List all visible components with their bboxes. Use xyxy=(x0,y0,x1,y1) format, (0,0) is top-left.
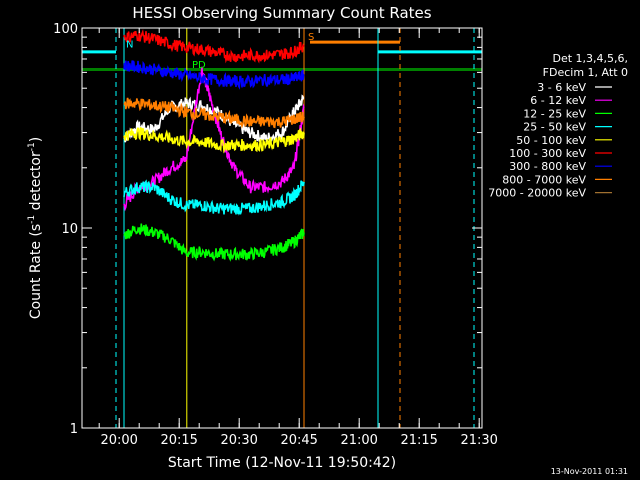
series-line-6 xyxy=(123,60,305,90)
x-tick-label-2: 20:30 xyxy=(220,433,257,448)
x-tick-label-0: 20:00 xyxy=(100,433,137,448)
legend-label-8: 7000 - 20000 keV xyxy=(488,187,586,200)
y-tick-label-1: 10 xyxy=(61,222,78,237)
y-axis-label-sup1: -1 xyxy=(27,215,37,224)
x-tick-label-5: 21:15 xyxy=(400,433,437,448)
legend-header-1: Det 1,3,4,5,6, xyxy=(552,52,628,65)
legend-label-2: 12 - 25 keV xyxy=(523,107,586,120)
y-tick-label-0: 1 xyxy=(70,422,78,437)
series-line-3 xyxy=(123,179,305,216)
y-axis-label: Count Rate (s-1 detector-1) xyxy=(27,137,44,319)
annotation-0: N xyxy=(126,39,133,50)
axes-layer: 20:00 20:15 20:30 20:45 21:00 21:15 21:30 1 10 10… xyxy=(53,22,498,448)
series-line-2 xyxy=(123,223,305,262)
legend: Det 1,3,4,5,6, FDecim 1, Att 0 3 - 6 keV… xyxy=(488,52,628,200)
series-line-4 xyxy=(123,127,305,154)
y-axis-label-part2: detector xyxy=(28,151,44,215)
y-axis-label-sup2: -1 xyxy=(27,142,37,151)
data-layer: N S PD xyxy=(82,28,482,428)
x-tick-label-3: 20:45 xyxy=(280,433,317,448)
legend-header-2: FDecim 1, Att 0 xyxy=(543,66,628,79)
legend-label-0: 3 - 6 keV xyxy=(537,81,586,94)
series-line-5 xyxy=(123,28,305,64)
legend-label-4: 50 - 100 keV xyxy=(516,134,586,147)
x-tick-label-4: 21:00 xyxy=(340,433,377,448)
legend-label-1: 6 - 12 keV xyxy=(530,94,586,107)
x-axis-label: Start Time (12-Nov-11 19:50:42) xyxy=(168,455,396,471)
legend-label-3: 25 - 50 keV xyxy=(523,121,586,134)
legend-label-5: 100 - 300 keV xyxy=(509,147,586,160)
legend-label-6: 300 - 800 keV xyxy=(509,160,586,173)
annotation-1: S xyxy=(308,32,314,43)
legend-label-7: 800 - 7000 keV xyxy=(502,173,586,186)
y-axis-label-part3: ) xyxy=(28,137,44,142)
y-tick-label-2: 100 xyxy=(53,22,78,37)
annotation-2: PD xyxy=(192,60,206,71)
series-line-7 xyxy=(123,97,305,129)
x-tick-label-1: 20:15 xyxy=(160,433,197,448)
chart-title: HESSI Observing Summary Count Rates xyxy=(132,4,431,22)
timestamp: 13-Nov-2011 01:31 xyxy=(551,467,628,476)
y-axis-label-part1: Count Rate (s xyxy=(28,224,44,319)
x-tick-label-6: 21:30 xyxy=(460,433,497,448)
series-line-1 xyxy=(123,66,305,212)
